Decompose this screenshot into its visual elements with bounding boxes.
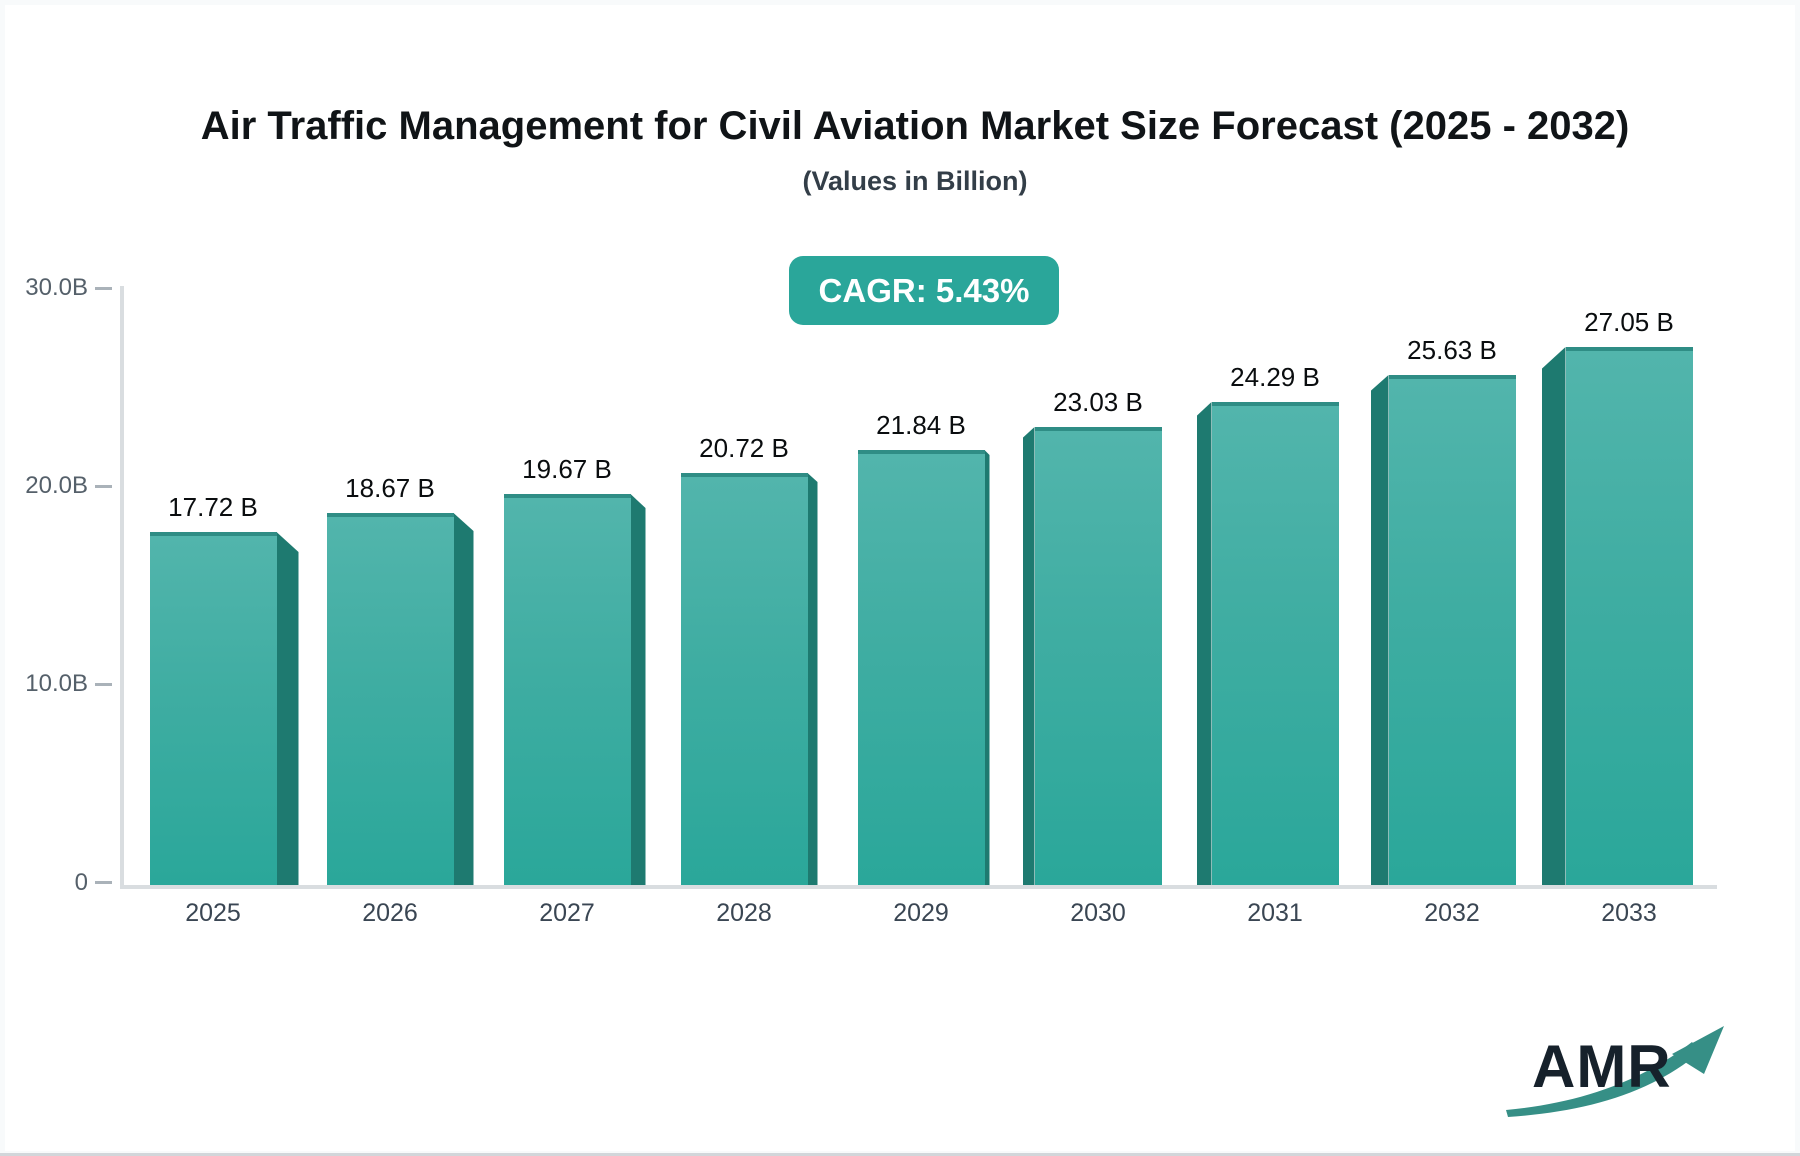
bar-2032 — [1388, 375, 1516, 885]
bar-value-label: 20.72 B — [699, 433, 789, 463]
bar-2026-3d-side — [453, 513, 474, 885]
y-axis-line — [120, 286, 124, 889]
y-tick-mark — [95, 485, 112, 488]
x-axis-label-2033: 2033 — [1601, 899, 1657, 927]
screenshot-bottom-edge — [0, 1153, 1800, 1156]
bar-2027 — [503, 494, 631, 885]
y-tick-mark — [95, 881, 112, 884]
bar-2029-3d-side — [984, 450, 990, 885]
bar-2029 — [857, 450, 985, 885]
x-axis-label-2031: 2031 — [1247, 899, 1303, 927]
bar-2030-3d-side — [1022, 427, 1035, 885]
bar-2032-3d-side — [1370, 375, 1389, 885]
bar-value-label: 21.84 B — [876, 410, 966, 440]
y-tick-mark — [95, 683, 112, 686]
bar-2028-3d-side — [807, 473, 818, 885]
bar-2031-3d-side — [1196, 402, 1212, 885]
x-axis-label-2032: 2032 — [1424, 899, 1480, 927]
bar-value-label: 17.72 B — [168, 492, 258, 522]
bar-2033 — [1565, 347, 1693, 885]
bar-value-label: 27.05 B — [1584, 307, 1674, 337]
growth-arrow-icon — [1506, 1026, 1724, 1117]
chart-title: Air Traffic Management for Civil Aviatio… — [200, 104, 1630, 148]
x-axis-label-2026: 2026 — [362, 899, 418, 927]
cagr-badge: CAGR: 5.43% — [789, 256, 1059, 325]
amr-logo: AMR — [1500, 1018, 1730, 1122]
bar-value-label: 25.63 B — [1407, 335, 1497, 365]
bar-2028 — [680, 473, 808, 885]
bar-2025 — [149, 532, 277, 885]
bar-value-label: 24.29 B — [1230, 362, 1320, 392]
bar-2026 — [326, 513, 454, 885]
y-tick-mark — [95, 287, 112, 290]
x-axis-label-2027: 2027 — [539, 899, 595, 927]
bar-value-label: 23.03 B — [1053, 387, 1143, 417]
bar-value-label: 18.67 B — [345, 473, 435, 503]
chart-subtitle: (Values in Billion) — [802, 166, 1028, 196]
x-axis-label-2030: 2030 — [1070, 899, 1126, 927]
x-axis-label-2025: 2025 — [185, 899, 241, 927]
x-axis-label-2029: 2029 — [893, 899, 949, 927]
bar-2031 — [1211, 402, 1339, 885]
y-tick-label-30b: 30.0B — [25, 274, 88, 301]
bar-value-label: 19.67 B — [522, 454, 612, 484]
bar-2030 — [1034, 427, 1162, 885]
x-axis-label-2028: 2028 — [716, 899, 772, 927]
cagr-badge-label: CAGR: 5.43% — [818, 271, 1030, 309]
logo-text: AMR — [1532, 1033, 1672, 1100]
bar-2033-3d-side — [1541, 347, 1566, 885]
bar-2027-3d-side — [630, 494, 646, 885]
x-axis-line — [120, 885, 1717, 889]
bar-2025-3d-side — [276, 532, 299, 885]
y-tick-label-20b: 20.0B — [25, 472, 88, 499]
y-tick-label-0: 0 — [74, 869, 88, 896]
y-tick-label-10b: 10.0B — [25, 670, 88, 697]
